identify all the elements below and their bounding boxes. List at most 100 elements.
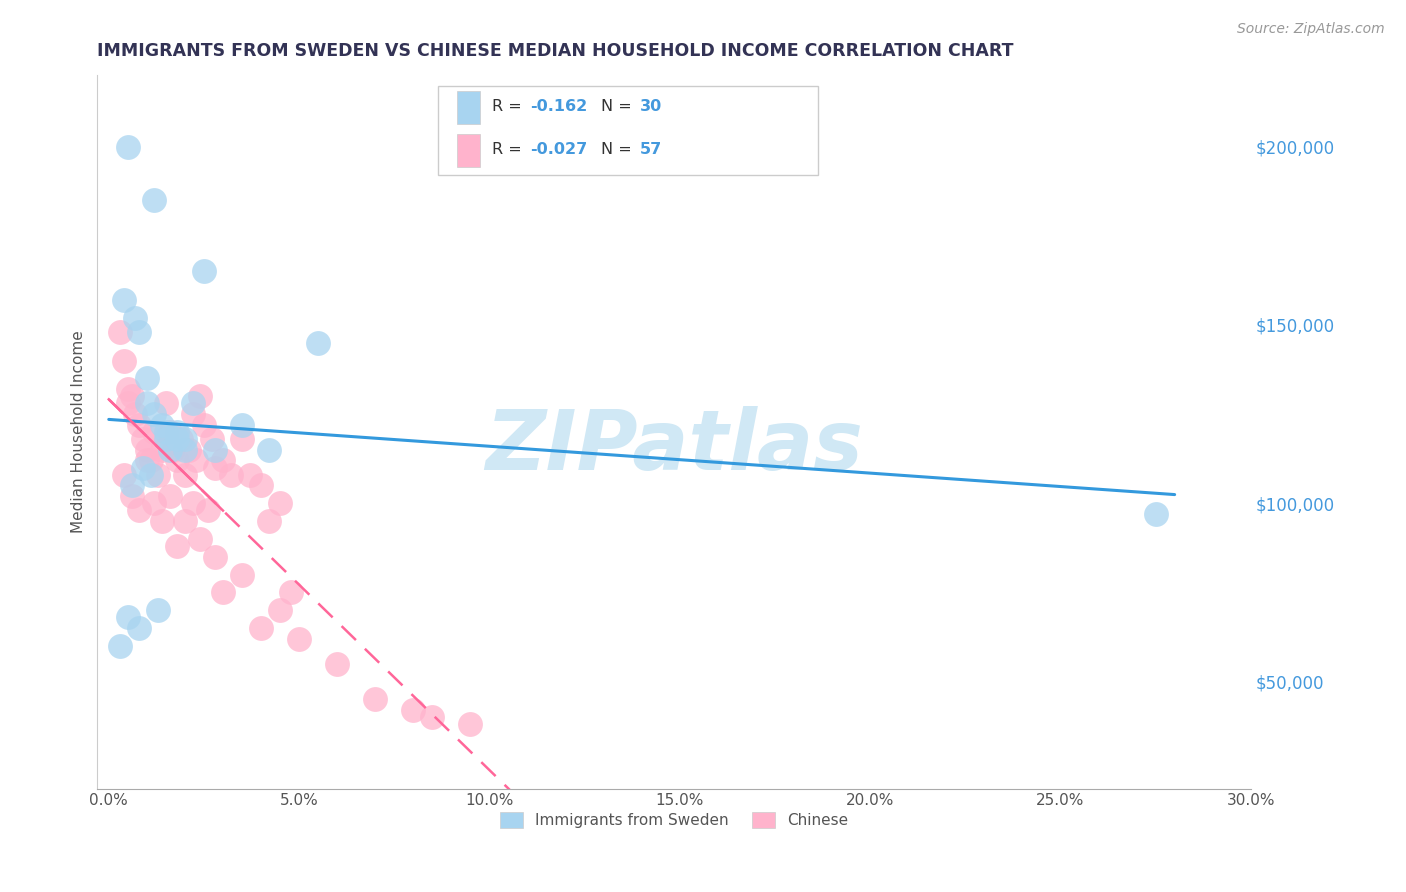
Point <box>121 489 143 503</box>
Point <box>257 442 280 457</box>
Point <box>162 442 184 457</box>
Text: IMMIGRANTS FROM SWEDEN VS CHINESE MEDIAN HOUSEHOLD INCOME CORRELATION CHART: IMMIGRANTS FROM SWEDEN VS CHINESE MEDIAN… <box>97 42 1014 60</box>
Point <box>132 432 155 446</box>
Point <box>159 489 181 503</box>
Point <box>135 442 157 457</box>
Point <box>148 467 170 482</box>
Point <box>212 453 235 467</box>
FancyBboxPatch shape <box>457 91 481 124</box>
Point <box>269 496 291 510</box>
FancyBboxPatch shape <box>437 86 818 175</box>
Point <box>139 453 162 467</box>
Point <box>174 442 197 457</box>
Point <box>143 425 166 439</box>
Point <box>108 639 131 653</box>
Text: 57: 57 <box>640 142 662 157</box>
Point <box>148 603 170 617</box>
Point <box>188 532 211 546</box>
Point <box>307 335 329 350</box>
Point <box>174 467 197 482</box>
Point <box>239 467 262 482</box>
Text: N =: N = <box>602 99 637 114</box>
Point <box>112 353 135 368</box>
Point <box>150 442 173 457</box>
Point <box>166 425 188 439</box>
Point <box>257 514 280 528</box>
Point <box>174 514 197 528</box>
Point <box>193 264 215 278</box>
Point <box>280 585 302 599</box>
Text: Source: ZipAtlas.com: Source: ZipAtlas.com <box>1237 22 1385 37</box>
Point <box>186 453 208 467</box>
Point <box>250 621 273 635</box>
Point <box>121 478 143 492</box>
Text: -0.027: -0.027 <box>530 142 588 157</box>
Point <box>219 467 242 482</box>
Point <box>181 407 204 421</box>
Point <box>159 442 181 457</box>
Point <box>135 371 157 385</box>
Point <box>143 193 166 207</box>
Text: -0.162: -0.162 <box>530 99 588 114</box>
Point <box>231 567 253 582</box>
Point <box>181 396 204 410</box>
Point <box>143 496 166 510</box>
Point <box>326 657 349 671</box>
Point <box>132 460 155 475</box>
Point <box>288 632 311 646</box>
Point <box>364 692 387 706</box>
Point <box>124 407 146 421</box>
Point <box>250 478 273 492</box>
Point <box>204 549 226 564</box>
Point <box>117 610 139 624</box>
Point <box>121 389 143 403</box>
Point <box>231 417 253 432</box>
Text: N =: N = <box>602 142 637 157</box>
Point <box>112 293 135 307</box>
Point <box>174 432 197 446</box>
FancyBboxPatch shape <box>457 134 481 167</box>
Point <box>181 496 204 510</box>
Point <box>460 717 482 731</box>
Point <box>143 407 166 421</box>
Point <box>155 425 177 439</box>
Point <box>150 514 173 528</box>
Point <box>155 396 177 410</box>
Point <box>212 585 235 599</box>
Point <box>150 417 173 432</box>
Y-axis label: Median Household Income: Median Household Income <box>72 331 86 533</box>
Point <box>402 703 425 717</box>
Point <box>117 139 139 153</box>
Point <box>197 503 219 517</box>
Point <box>139 467 162 482</box>
Point <box>117 382 139 396</box>
Point <box>188 389 211 403</box>
Point <box>204 442 226 457</box>
Point <box>177 442 200 457</box>
Point <box>108 325 131 339</box>
Point <box>269 603 291 617</box>
Point <box>155 432 177 446</box>
Point <box>112 467 135 482</box>
Point <box>135 453 157 467</box>
Point <box>1144 507 1167 521</box>
Point <box>193 417 215 432</box>
Point <box>128 417 150 432</box>
Point <box>231 432 253 446</box>
Point <box>166 453 188 467</box>
Point <box>128 503 150 517</box>
Legend: Immigrants from Sweden, Chinese: Immigrants from Sweden, Chinese <box>494 806 855 834</box>
Point <box>117 396 139 410</box>
Text: 30: 30 <box>640 99 662 114</box>
Point <box>159 425 181 439</box>
Point <box>170 432 193 446</box>
Point <box>128 325 150 339</box>
Text: ZIPatlas: ZIPatlas <box>485 406 863 487</box>
Point <box>420 710 443 724</box>
Text: R =: R = <box>492 99 527 114</box>
Point <box>200 432 222 446</box>
Point <box>124 310 146 325</box>
Point <box>128 621 150 635</box>
Point <box>166 432 188 446</box>
Text: R =: R = <box>492 142 527 157</box>
